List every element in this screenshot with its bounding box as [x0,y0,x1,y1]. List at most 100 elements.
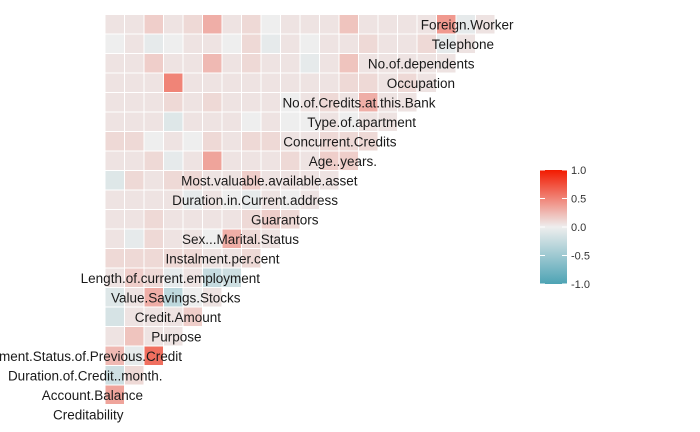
heatmap-cell [221,33,242,54]
heatmap-cell [182,131,203,152]
variable-label: Purpose [151,329,201,344]
heatmap-cell [124,248,145,269]
heatmap-cell [358,14,379,35]
heatmap-cell [260,131,281,152]
heatmap-cell [124,228,145,249]
heatmap-cell [221,131,242,152]
heatmap-cell [104,33,125,54]
heatmap-cell [221,209,242,230]
variable-label: Sex...Marital.Status [182,232,299,247]
heatmap-cell [221,72,242,93]
heatmap-cell [241,72,262,93]
heatmap-cell [182,33,203,54]
heatmap-cell [163,228,184,249]
heatmap-cell [377,33,398,54]
heatmap-cell [221,111,242,132]
heatmap-cell [163,14,184,35]
heatmap-cell [358,33,379,54]
legend-tick-label: -0.5 [571,251,590,263]
heatmap-cell [182,14,203,35]
heatmap-cell [319,72,340,93]
heatmap-cell [202,92,223,113]
heatmap-cell [163,111,184,132]
heatmap-cell [124,14,145,35]
heatmap-cell [182,53,203,74]
heatmap-cell [104,53,125,74]
heatmap-cell [124,170,145,191]
heatmap-cell [299,53,320,74]
variable-label: No.of.Credits.at.this.Bank [282,95,435,110]
heatmap-cell [260,14,281,35]
heatmap-cell [241,131,262,152]
heatmap-cell [338,33,359,54]
heatmap-cell [260,111,281,132]
variable-label: Type.of.apartment [307,115,416,130]
variable-label: Duration.of.Credit..month. [8,368,163,383]
heatmap-cell [221,53,242,74]
heatmap-cell [221,92,242,113]
heatmap-cell [182,72,203,93]
heatmap-cell [182,209,203,230]
heatmap-cell [104,228,125,249]
heatmap-cell [241,53,262,74]
heatmap-cell [280,72,301,93]
heatmap-cell [124,92,145,113]
color-legend: 1.0 0.5 0.0 -0.5 -1.0 [540,165,590,291]
heatmap-cell [124,111,145,132]
heatmap-cell [124,150,145,171]
heatmap-cell [104,306,125,327]
heatmap-cell [260,150,281,171]
heatmap-cell [182,92,203,113]
heatmap-cell [202,111,223,132]
variable-label: Creditability [53,407,124,422]
heatmap-cell [124,189,145,210]
heatmap-cell [202,72,223,93]
legend-ticks: 1.0 0.5 0.0 -0.5 -1.0 [540,165,590,291]
heatmap-cell [143,92,164,113]
heatmap-cell [358,72,379,93]
variable-label: Value.Savings.Stocks [111,290,241,305]
legend-tick-label: 0.0 [571,222,586,234]
heatmap-cell [299,14,320,35]
heatmap-cell [104,131,125,152]
heatmap-cell [143,131,164,152]
heatmap-cell [163,209,184,230]
heatmap-cell [280,150,301,171]
heatmap-cell [104,326,125,347]
heatmap-cell [143,189,164,210]
heatmap-cell [202,131,223,152]
variable-label: No.of.dependents [368,56,475,71]
variable-label: Concurrent.Credits [283,134,397,149]
heatmap-cell [221,150,242,171]
heatmap-cell [163,53,184,74]
heatmap-cell [202,33,223,54]
variable-label: Guarantors [251,212,319,227]
heatmap-cell [338,14,359,35]
heatmap-cell [319,53,340,74]
heatmap-cells [104,14,496,405]
heatmap-cell [143,170,164,191]
heatmap-cell [241,150,262,171]
variable-label: Foreign.Worker [421,17,514,32]
heatmap-cell [182,111,203,132]
variable-label: Telephone [432,37,494,52]
heatmap-cell [280,53,301,74]
heatmap-cell [241,111,262,132]
heatmap-cell [338,53,359,74]
heatmap-cell [124,326,145,347]
heatmap-cell [163,131,184,152]
heatmap-cell [143,150,164,171]
heatmap-cell [163,92,184,113]
variable-label: Payment.Status.of.Previous.Credit [0,349,182,364]
heatmap-cell [163,150,184,171]
heatmap-cell [163,33,184,54]
heatmap-cell [299,72,320,93]
heatmap-cell [143,209,164,230]
variable-label: Instalment.per.cent [165,251,279,266]
heatmap-cell [124,131,145,152]
heatmap-cell [241,14,262,35]
heatmap-cell [319,33,340,54]
heatmap-cell [143,248,164,269]
heatmap-cell [143,53,164,74]
heatmap-cell [475,14,496,35]
